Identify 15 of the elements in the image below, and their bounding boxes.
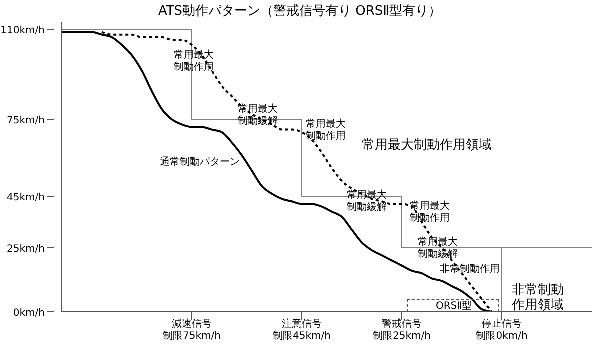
y-tick-label: 0km/h	[13, 308, 45, 319]
annotation: 常用最大制動作用領域	[362, 138, 492, 153]
annotation: ORSⅡ型	[436, 301, 472, 313]
x-tick-label: 停止信号制限0km/h	[476, 318, 528, 342]
y-tick-label: 25km/h	[7, 244, 45, 255]
annotation: 非常制動作用領域	[512, 283, 564, 313]
chart-title: ATS動作パターン（警戒信号有り ORSⅡ型有り）	[157, 3, 443, 20]
x-tick-label: 注意信号制限45km/h	[273, 318, 331, 342]
y-tick-label: 45km/h	[7, 192, 45, 204]
annotation: 通常制動パターン	[160, 157, 240, 169]
annotation: 常用最大制動作用	[306, 119, 346, 143]
x-tick-label: 警戒信号制限25km/h	[373, 318, 431, 342]
x-tick-label: 減速信号制限75km/h	[163, 318, 221, 342]
y-tick-label: 110km/h	[0, 26, 45, 37]
y-tick-label: 75km/h	[7, 116, 45, 127]
